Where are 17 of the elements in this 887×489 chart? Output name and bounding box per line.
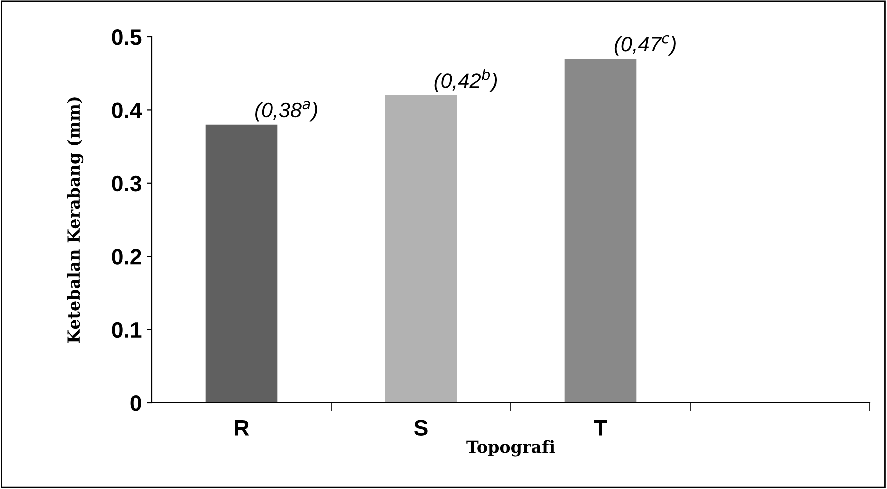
x-axis-title: Topografi: [466, 440, 556, 457]
y-tick-label: 0: [130, 396, 142, 412]
bar: [206, 124, 278, 403]
bar: [385, 96, 458, 403]
data-label: (0,38$^{a}$): [256, 101, 318, 122]
y-tick-label: 0.5: [112, 30, 142, 46]
x-tick-label: S: [414, 420, 428, 436]
data-label: (0,47$^{c}$): [614, 35, 676, 56]
bar: [564, 58, 637, 403]
y-tick-label: 0.1: [112, 322, 142, 338]
y-tick-label: 0.3: [112, 176, 142, 192]
x-tick-label: R: [235, 420, 250, 436]
x-tick-label: T: [594, 420, 608, 436]
y-axis-title: Ketebalan Kerabang (mm): [67, 98, 84, 344]
y-tick-label: 0.4: [112, 102, 142, 118]
y-tick-label: 0.2: [112, 249, 142, 265]
data-label: (0,42$^{b}$): [434, 69, 498, 92]
